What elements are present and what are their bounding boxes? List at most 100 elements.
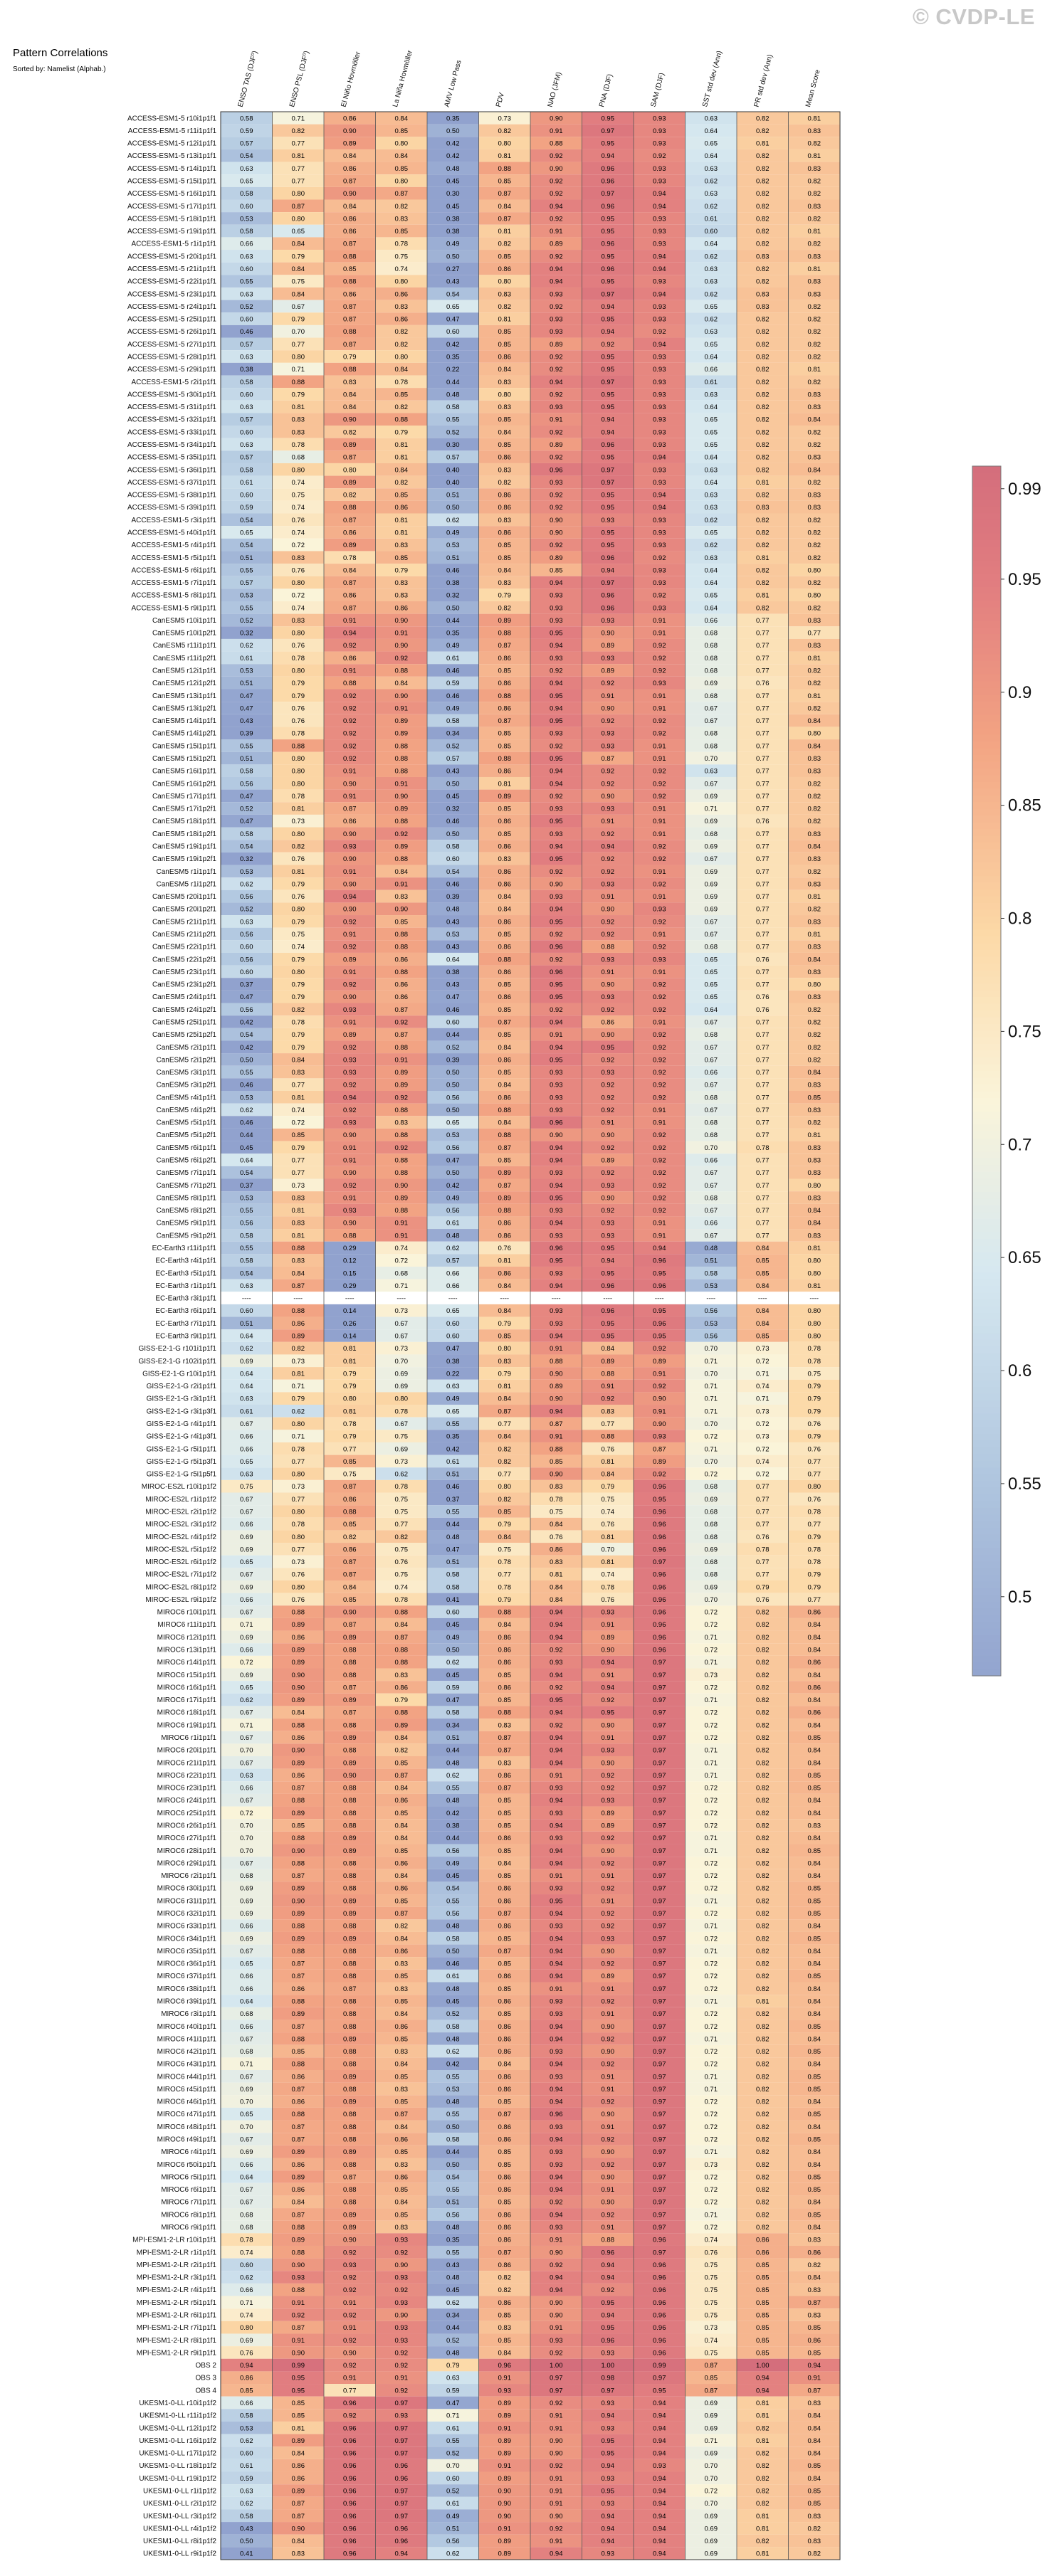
cell-value: 0.58	[240, 830, 253, 838]
cell-value: 0.95	[602, 2487, 615, 2495]
cell-value: 0.58	[240, 768, 253, 776]
cell-value: 0.92	[550, 542, 563, 549]
cell-value: 0.83	[808, 1082, 821, 1089]
cell-value: 0.66	[240, 1647, 253, 1654]
cell-value: 0.86	[292, 1985, 305, 1993]
colorbar-segment	[972, 553, 1001, 561]
cell-value: 0.83	[395, 579, 409, 587]
cell-value: 0.77	[756, 1182, 770, 1190]
cell-value: 0.85	[808, 2136, 821, 2144]
heatmap-cell	[375, 450, 427, 463]
cell-value: 0.42	[446, 1445, 460, 1453]
cell-value: 0.68	[395, 1269, 409, 1277]
heatmap-cell	[530, 500, 582, 514]
cell-value: 0.71	[705, 1659, 718, 1667]
row-label: MIROC6 r39i1p1f1	[157, 1997, 217, 2005]
cell-value: 0.93	[653, 1433, 666, 1441]
cell-value: 0.58	[240, 2513, 253, 2520]
cell-value: 0.86	[498, 704, 512, 712]
cell-value: 0.77	[756, 655, 770, 663]
cell-value: 0.76	[292, 1596, 305, 1604]
heatmap-cell	[221, 287, 273, 300]
heatmap-cell	[530, 513, 582, 527]
cell-value: 0.49	[446, 1395, 460, 1403]
cell-value: 0.94	[550, 1408, 563, 1415]
cell-value: 0.92	[602, 1056, 615, 1064]
cell-value: 0.77	[756, 617, 770, 625]
cell-value: 0.90	[292, 1672, 305, 1679]
cell-value: 0.79	[292, 391, 305, 398]
heatmap-cell	[737, 463, 789, 476]
cell-value: 0.29	[343, 1245, 357, 1252]
cell-value: 0.52	[446, 2010, 460, 2018]
cell-value: 0.96	[395, 2462, 409, 2470]
cell-value: 0.46	[240, 1119, 253, 1127]
cell-value: 0.87	[653, 1445, 666, 1453]
heatmap-cell	[685, 438, 737, 451]
cell-value: 0.58	[446, 1935, 460, 1943]
row-label: ACCESS-ESM1-5 r38i1p1f1	[127, 492, 216, 500]
cell-value: 0.92	[395, 1018, 409, 1026]
heatmap-cell	[788, 375, 840, 389]
heatmap-cell	[634, 438, 686, 451]
heatmap-cell	[685, 287, 737, 300]
cell-value: 0.79	[808, 1534, 821, 1541]
heatmap-cell	[478, 513, 530, 527]
cell-value: 0.82	[756, 2538, 770, 2545]
cell-value: 0.97	[653, 1558, 666, 1566]
cell-value: 0.85	[808, 2111, 821, 2118]
cell-value: 0.68	[240, 2010, 253, 2018]
cell-value: 0.54	[446, 868, 460, 876]
cell-value: 0.65	[705, 428, 718, 436]
cell-value: 0.53	[240, 1094, 253, 1102]
column-header: SAM (DJF)	[650, 72, 666, 108]
cell-value: 0.54	[446, 1885, 460, 1893]
cell-value: 0.84	[395, 152, 409, 160]
cell-value: 0.84	[808, 2148, 821, 2156]
cell-value: 0.94	[653, 2412, 666, 2420]
cell-value: 0.84	[498, 1307, 512, 1315]
cell-value: 0.82	[756, 2199, 770, 2207]
row-label: ACCESS-ESM1-5 r22i1p1f1	[127, 278, 216, 286]
cell-value: 0.82	[756, 391, 770, 398]
cell-value: 0.70	[705, 1596, 718, 1604]
cell-value: 0.97	[602, 190, 615, 198]
cell-value: 0.83	[395, 1985, 409, 1993]
heatmap-cell	[221, 149, 273, 162]
cell-value: 0.95	[602, 542, 615, 549]
heatmap-cell	[478, 337, 530, 351]
cell-value: 0.38	[446, 1822, 460, 1830]
cell-value: 0.83	[343, 379, 357, 386]
cell-value: 0.81	[498, 228, 512, 236]
heatmap-cell	[375, 324, 427, 338]
cell-value: 0.75	[395, 1508, 409, 1516]
cell-value: 0.90	[498, 2513, 512, 2520]
cell-value: 0.93	[653, 566, 666, 574]
cell-value: 0.68	[705, 692, 718, 700]
cell-value: 0.58	[240, 379, 253, 386]
heatmap-cell	[221, 124, 273, 137]
cell-value: 0.45	[446, 178, 460, 186]
cell-value: 0.50	[446, 1069, 460, 1077]
cell-value: 0.81	[292, 1094, 305, 1102]
heatmap-cell	[221, 275, 273, 287]
cell-value: 0.72	[705, 1885, 718, 1893]
heatmap-cell	[272, 500, 324, 514]
cell-value: 0.90	[550, 2299, 563, 2307]
cell-value: ----	[552, 1295, 561, 1303]
heatmap-cell	[221, 312, 273, 325]
cell-value: 0.94	[653, 504, 666, 512]
cell-value: 0.87	[343, 1684, 357, 1691]
cell-value: 0.86	[395, 604, 409, 612]
cell-value: 0.72	[756, 1420, 770, 1428]
row-label: MIROC6 r43i1p1f1	[157, 2061, 217, 2069]
row-label: MIROC-ES2L r9i1p1f2	[145, 1596, 216, 1604]
cell-value: 0.94	[653, 454, 666, 462]
cell-value: 0.86	[395, 1948, 409, 1955]
cell-value: 0.84	[808, 742, 821, 750]
cell-value: 0.47	[240, 818, 253, 825]
colorbar-segment	[972, 593, 1001, 601]
cell-value: 0.71	[705, 1948, 718, 1955]
cell-value: 0.94	[550, 1044, 563, 1052]
cell-value: 0.92	[653, 768, 666, 776]
